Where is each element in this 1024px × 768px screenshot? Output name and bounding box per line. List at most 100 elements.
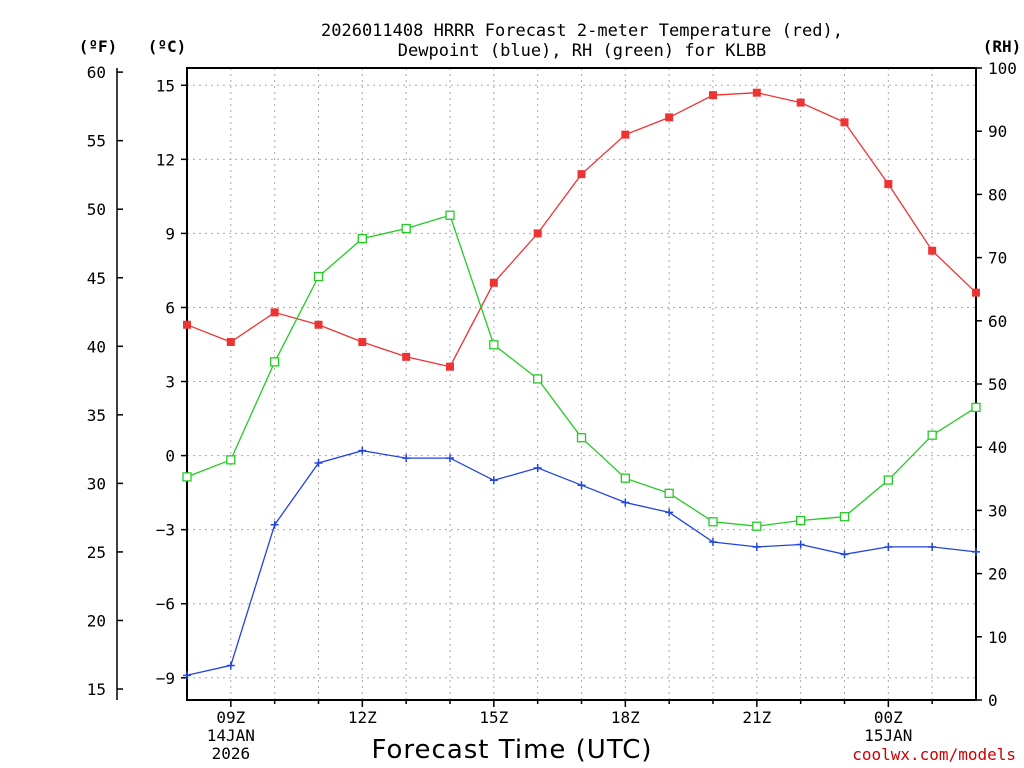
rh-point <box>708 517 718 527</box>
rh-point <box>620 473 630 483</box>
rh-point <box>226 455 236 465</box>
dewpoint-point <box>665 508 674 517</box>
temperature-point <box>884 180 893 189</box>
temperature-point <box>928 246 937 255</box>
x-axis-label: Forecast Time (UTC) <box>371 735 652 765</box>
dewpoint-point <box>709 538 717 546</box>
x-tick-label: 14JAN <box>207 726 255 745</box>
temperature-point <box>577 170 586 179</box>
rh-point <box>533 374 543 384</box>
dewpoint-point <box>314 459 323 467</box>
temperature-point <box>972 288 980 297</box>
rh-point <box>839 512 850 522</box>
x-tick-label: 15Z <box>479 708 508 727</box>
dewpoint-point <box>621 498 630 507</box>
temperature-point <box>314 320 323 329</box>
dewpoint-point <box>446 454 454 463</box>
rh-tick-label: 100 <box>988 59 1017 78</box>
rh-unit-label: (RH) <box>983 37 1022 56</box>
dewpoint-point <box>972 547 980 556</box>
temperature-point <box>840 118 849 127</box>
fahrenheit-tick-label: 15 <box>87 680 106 699</box>
temperature-point <box>358 338 367 347</box>
celsius-tick-label: −9 <box>156 669 175 688</box>
dewpoint-point <box>752 542 761 551</box>
fahrenheit-tick-label: 25 <box>87 543 106 562</box>
temperature-point <box>752 88 761 97</box>
temperature-point <box>489 278 498 287</box>
dewpoint-point <box>840 550 849 559</box>
rh-point <box>752 521 762 531</box>
rh-point <box>576 433 587 443</box>
rh-tick-label: 0 <box>988 691 998 710</box>
chart-title-line2: Dewpoint (blue), RH (green) for KLBB <box>398 41 766 61</box>
fahrenheit-unit-label: (ºF) <box>79 37 118 56</box>
temperature-point <box>446 362 454 371</box>
rh-tick-label: 70 <box>988 249 1007 268</box>
fahrenheit-tick-label: 60 <box>87 63 106 82</box>
dewpoint-point <box>796 540 805 549</box>
fahrenheit-tick-label: 50 <box>87 200 106 219</box>
rh-point <box>357 233 367 244</box>
x-tick-label: 2026 <box>212 744 251 763</box>
celsius-tick-label: 3 <box>165 373 175 392</box>
fahrenheit-tick-label: 20 <box>87 611 106 630</box>
x-tick-label: 12Z <box>348 708 377 727</box>
fahrenheit-tick-label: 30 <box>87 474 106 493</box>
temperature-point <box>226 338 235 347</box>
dewpoint-point <box>489 476 498 485</box>
dewpoint-point <box>928 542 937 551</box>
x-tick-label: 09Z <box>216 708 245 727</box>
x-tick-label: 00Z <box>874 708 903 727</box>
celsius-tick-label: −3 <box>156 521 175 540</box>
dewpoint-point <box>358 446 367 455</box>
x-tick-label: 15JAN <box>864 726 912 745</box>
rh-point <box>883 475 893 485</box>
temperature-point <box>402 352 411 361</box>
rh-tick-label: 40 <box>988 438 1007 457</box>
temperature-point <box>709 91 717 100</box>
rh-point <box>401 223 411 234</box>
rh-point <box>971 402 981 413</box>
rh-tick-label: 30 <box>988 501 1007 520</box>
celsius-tick-label: −6 <box>156 595 175 614</box>
fahrenheit-tick-label: 35 <box>87 406 106 425</box>
rh-tick-label: 90 <box>988 122 1007 141</box>
rh-tick-label: 20 <box>988 565 1007 584</box>
temperature-point <box>621 130 630 139</box>
temperature-point <box>183 320 191 329</box>
chart-title-line1: 2026011408 HRRR Forecast 2-meter Tempera… <box>321 21 843 41</box>
celsius-tick-label: 0 <box>165 447 175 466</box>
rh-point <box>664 488 674 498</box>
dewpoint-point <box>402 454 411 463</box>
rh-point <box>270 357 280 367</box>
rh-point <box>489 340 499 350</box>
celsius-unit-label: (ºC) <box>148 37 187 56</box>
temperature-line <box>186 92 977 368</box>
grid-lines <box>187 68 976 700</box>
celsius-tick-label: 15 <box>156 76 175 95</box>
temperature-point <box>270 308 279 317</box>
celsius-tick-label: 12 <box>156 150 175 169</box>
plot-frame <box>186 67 977 701</box>
fahrenheit-tick-label: 40 <box>87 337 106 356</box>
temperature-point <box>665 113 674 122</box>
dewpoint-point <box>226 661 235 670</box>
axis-ticks: 15129630−3−6−960555045403530252015100908… <box>87 59 1017 763</box>
fahrenheit-tick-label: 45 <box>87 269 106 288</box>
rh-tick-label: 60 <box>988 312 1007 331</box>
rh-point <box>445 210 455 220</box>
dewpoint-point <box>270 520 279 529</box>
rh-tick-label: 80 <box>988 185 1007 204</box>
celsius-tick-label: 6 <box>165 298 175 317</box>
dewpoint-point <box>884 542 893 551</box>
rh-point <box>927 430 937 440</box>
dewpoint-point <box>577 481 586 490</box>
celsius-tick-label: 9 <box>165 224 175 243</box>
credit-text: coolwx.com/models <box>852 745 1016 764</box>
rh-point <box>313 271 324 282</box>
rh-point <box>182 472 192 482</box>
rh-tick-label: 10 <box>988 628 1007 647</box>
